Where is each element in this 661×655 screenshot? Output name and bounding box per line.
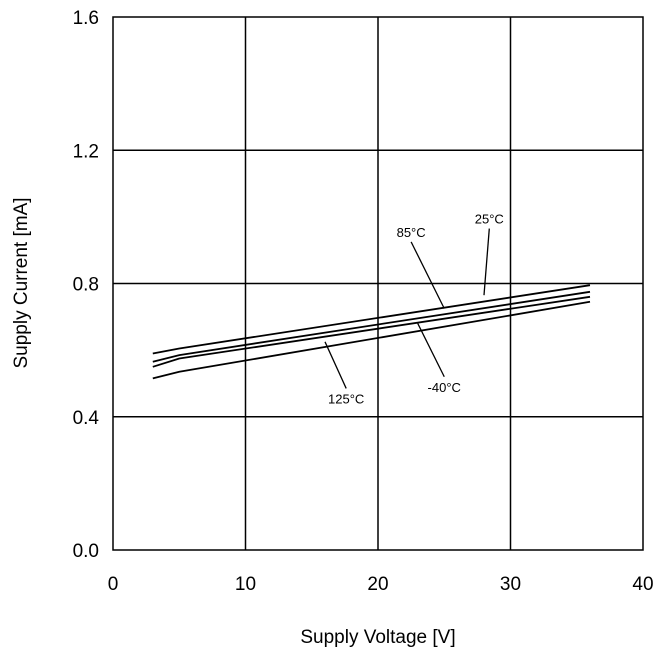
y-tick-labels: 0.0 0.4 0.8 1.2 1.6 [73,8,100,562]
x-tick-labels: 0 10 20 30 40 [108,574,654,595]
x-axis-title: Supply Voltage [V] [300,627,455,648]
series-line [152,284,591,355]
series-line [152,290,591,363]
annotation-label: -40°C [428,380,461,395]
annotation-label: 85°C [397,225,426,240]
y-axis-title: Supply Current [mA] [11,197,32,368]
y-tick-label: 0.0 [73,541,99,562]
x-tick-label: 20 [367,574,388,595]
y-tick-label: 1.2 [73,141,99,162]
annotations: 25°C 85°C -40°C 125°C [324,212,504,406]
x-tick-label: 10 [235,574,256,595]
x-tick-label: 30 [500,574,521,595]
grid-lines [113,17,643,550]
series-lines [152,284,591,380]
annotation-leader-line [410,241,445,309]
annotation-leader-line [417,323,445,378]
annotation-label: 25°C [475,212,504,227]
annotation-leader-line [324,341,347,389]
annotation-label: 125°C [328,391,364,406]
series-line [152,295,591,368]
x-tick-label: 0 [108,574,119,595]
x-tick-label: 40 [632,574,653,595]
y-tick-label: 0.4 [73,408,100,429]
y-tick-label: 0.8 [73,275,99,296]
plot-frame [112,16,644,551]
series-line [152,300,591,380]
y-tick-label: 1.6 [73,8,99,29]
annotation-leader-line [483,228,490,296]
